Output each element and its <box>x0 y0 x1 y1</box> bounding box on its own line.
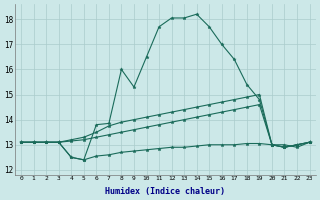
X-axis label: Humidex (Indice chaleur): Humidex (Indice chaleur) <box>105 187 225 196</box>
